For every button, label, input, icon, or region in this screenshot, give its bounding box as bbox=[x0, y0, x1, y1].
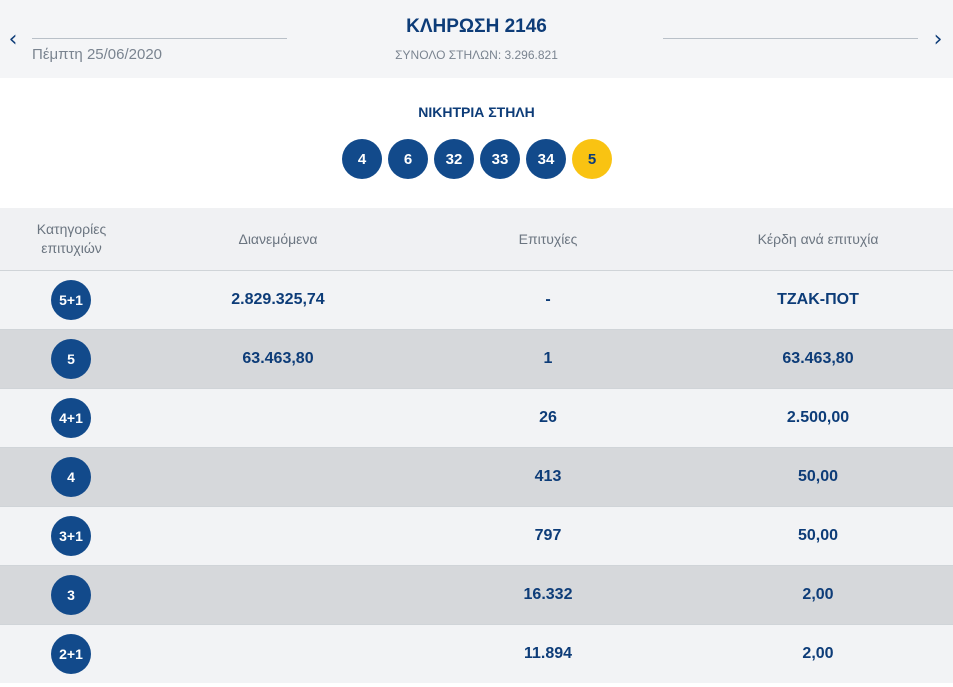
wins-count: 797 bbox=[534, 527, 562, 544]
wins-count: - bbox=[545, 291, 551, 308]
total-columns: ΣΥΝΟΛΟ ΣΤΗΛΩΝ: 3.296.821 bbox=[395, 48, 558, 62]
table-row: 5+1 2.829.325,74 - ΤΖΑΚ-ΠΟΤ bbox=[0, 270, 953, 329]
winning-column-label: ΝΙΚΗΤΡΙΑ ΣΤΗΛΗ bbox=[418, 104, 535, 120]
chevron-right-icon[interactable]: › bbox=[933, 27, 943, 52]
draw-date: Πέμπτη 25/06/2020 bbox=[32, 46, 163, 63]
winning-number-ball: 33 bbox=[480, 139, 520, 179]
wins-count: 16.332 bbox=[523, 586, 573, 603]
prize-per-win: 2.500,00 bbox=[786, 409, 850, 426]
winning-numbers: 4 6 32 33 34 5 bbox=[342, 139, 612, 179]
prize-per-win: 2,00 bbox=[802, 586, 834, 603]
winning-number-ball: 32 bbox=[434, 139, 474, 179]
table-row: 5 63.463,80 1 63.463,80 bbox=[0, 329, 953, 388]
divider bbox=[32, 38, 287, 39]
header-distributed: Διανεμόμενα bbox=[238, 230, 318, 247]
divider bbox=[663, 38, 918, 39]
draw-header: ‹ Πέμπτη 25/06/2020 ΚΛΗΡΩΣΗ 2146 ΣΥΝΟΛΟ … bbox=[0, 0, 953, 78]
table-row: 3 16.332 2,00 bbox=[0, 565, 953, 624]
table-row: 3+1 797 50,00 bbox=[0, 506, 953, 565]
wins-count: 11.894 bbox=[523, 645, 573, 662]
winning-number-ball: 34 bbox=[526, 139, 566, 179]
prize-per-win: 63.463,80 bbox=[782, 350, 854, 367]
draw-title: ΚΛΗΡΩΣΗ 2146 bbox=[406, 16, 547, 37]
joker-number-ball: 5 bbox=[572, 139, 612, 179]
chevron-left-icon[interactable]: ‹ bbox=[8, 27, 18, 52]
category-badge: 2+1 bbox=[51, 634, 91, 674]
wins-count: 1 bbox=[543, 350, 553, 367]
winning-number-ball: 6 bbox=[388, 139, 428, 179]
prize-per-win: 2,00 bbox=[802, 645, 834, 662]
category-badge: 4+1 bbox=[51, 398, 91, 438]
header-category: Κατηγορίες επιτυχιών bbox=[36, 221, 107, 256]
category-badge: 3+1 bbox=[51, 516, 91, 556]
table-row: 2+1 11.894 2,00 bbox=[0, 624, 953, 683]
table-row: 4+1 26 2.500,00 bbox=[0, 388, 953, 447]
prize-table: Κατηγορίες επιτυχιών Διανεμόμενα Επιτυχί… bbox=[0, 208, 953, 683]
category-badge: 5 bbox=[51, 339, 91, 379]
prize-per-win: 50,00 bbox=[797, 468, 839, 485]
distributed-amount: 63.463,80 bbox=[242, 350, 314, 367]
wins-count: 26 bbox=[539, 409, 557, 426]
distributed-amount bbox=[143, 389, 413, 447]
distributed-amount bbox=[143, 507, 413, 565]
distributed-amount bbox=[143, 625, 413, 683]
header-wins: Επιτυχίες bbox=[518, 230, 578, 247]
wins-count: 413 bbox=[534, 468, 562, 485]
distributed-amount: 2.829.325,74 bbox=[231, 291, 325, 308]
table-row: 4 413 50,00 bbox=[0, 447, 953, 506]
header-prize: Κέρδη ανά επιτυχία bbox=[757, 230, 879, 247]
category-badge: 3 bbox=[51, 575, 91, 615]
prize-per-win: 50,00 bbox=[797, 527, 839, 544]
distributed-amount bbox=[143, 448, 413, 506]
category-badge: 5+1 bbox=[51, 280, 91, 320]
table-header: Κατηγορίες επιτυχιών Διανεμόμενα Επιτυχί… bbox=[0, 208, 953, 270]
category-badge: 4 bbox=[51, 457, 91, 497]
winning-number-ball: 4 bbox=[342, 139, 382, 179]
prize-per-win: ΤΖΑΚ-ΠΟΤ bbox=[777, 291, 859, 308]
distributed-amount bbox=[143, 566, 413, 624]
